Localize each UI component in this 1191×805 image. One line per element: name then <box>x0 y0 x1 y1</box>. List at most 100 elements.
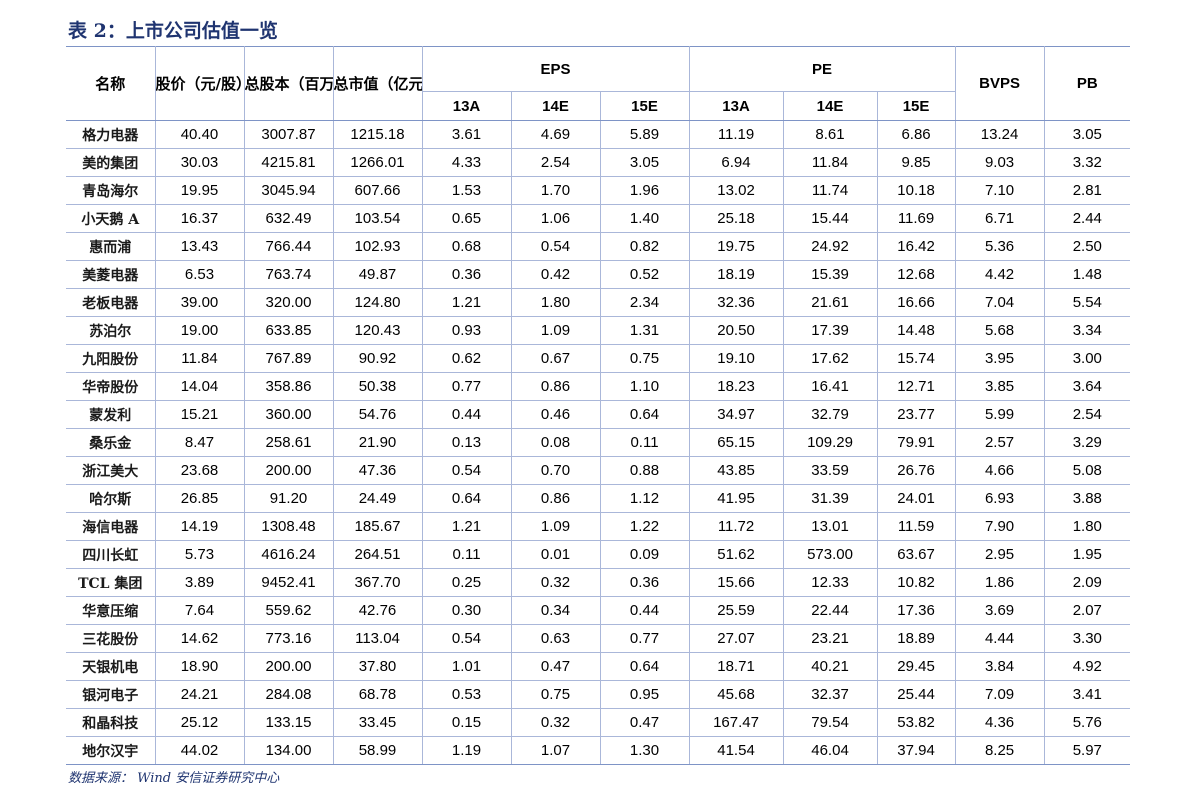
cell-eps-15e: 1.96 <box>600 176 690 205</box>
cell-total-shares: 766.44 <box>244 232 334 261</box>
cell-pe-13a: 13.02 <box>689 176 784 205</box>
cell-pe-13a: 41.95 <box>689 484 784 513</box>
cell-market-cap: 102.93 <box>333 232 423 261</box>
cell-pb: 3.41 <box>1044 680 1131 709</box>
cell-price: 16.37 <box>155 204 245 233</box>
table-row: 和晶科技 25.12 133.15 33.45 0.15 0.32 0.47 167.47 79… <box>66 708 1131 737</box>
cell-bvps: 5.68 <box>955 316 1045 345</box>
cell-price: 15.21 <box>155 400 245 429</box>
cell-pe-13a: 20.50 <box>689 316 784 345</box>
cell-eps-13a: 1.21 <box>422 512 512 541</box>
cell-eps-14e: 4.69 <box>511 120 601 149</box>
cell-total-shares: 4215.81 <box>244 148 334 177</box>
cell-eps-13a: 0.93 <box>422 316 512 345</box>
cell-eps-15e: 0.88 <box>600 456 690 485</box>
cell-pe-14e: 8.61 <box>783 120 878 149</box>
header-eps-14e: 14E <box>511 91 601 121</box>
cell-market-cap: 1266.01 <box>333 148 423 177</box>
cell-total-shares: 258.61 <box>244 428 334 457</box>
cell-total-shares: 763.74 <box>244 260 334 289</box>
cell-total-shares: 9452.41 <box>244 568 334 597</box>
cell-eps-14e: 0.08 <box>511 428 601 457</box>
cell-eps-13a: 0.53 <box>422 680 512 709</box>
cell-price: 11.84 <box>155 344 245 373</box>
cell-price: 24.21 <box>155 680 245 709</box>
cell-eps-13a: 0.25 <box>422 568 512 597</box>
cell-pe-15e: 18.89 <box>877 624 956 653</box>
cell-price: 44.02 <box>155 736 245 765</box>
cell-eps-13a: 0.54 <box>422 624 512 653</box>
cell-eps-14e: 1.07 <box>511 736 601 765</box>
cell-company-name: 地尔汉宇 <box>66 736 156 765</box>
cell-company-name: 格力电器 <box>66 120 156 149</box>
table-row: 海信电器 14.19 1308.48 185.67 1.21 1.09 1.22 11.72 1… <box>66 512 1131 541</box>
cell-total-shares: 767.89 <box>244 344 334 373</box>
cell-bvps: 2.57 <box>955 428 1045 457</box>
cell-pe-14e: 32.79 <box>783 400 878 429</box>
cell-total-shares: 134.00 <box>244 736 334 765</box>
cell-company-name: 哈尔斯 <box>66 484 156 513</box>
cell-pe-14e: 11.84 <box>783 148 878 177</box>
table-row: 桑乐金 8.47 258.61 21.90 0.13 0.08 0.11 65.15 109.2… <box>66 428 1131 457</box>
cell-pe-14e: 33.59 <box>783 456 878 485</box>
cell-bvps: 6.93 <box>955 484 1045 513</box>
cell-pb: 3.05 <box>1044 120 1131 149</box>
cell-total-shares: 4616.24 <box>244 540 334 569</box>
cell-eps-14e: 2.54 <box>511 148 601 177</box>
cell-total-shares: 320.00 <box>244 288 334 317</box>
cell-pe-13a: 41.54 <box>689 736 784 765</box>
cell-eps-15e: 0.77 <box>600 624 690 653</box>
header-name: 名称 <box>66 46 156 121</box>
cell-market-cap: 113.04 <box>333 624 423 653</box>
cell-price: 19.00 <box>155 316 245 345</box>
cell-eps-15e: 0.64 <box>600 400 690 429</box>
cell-price: 13.43 <box>155 232 245 261</box>
cell-company-name: 银河电子 <box>66 680 156 709</box>
cell-bvps: 7.10 <box>955 176 1045 205</box>
cell-eps-15e: 0.82 <box>600 232 690 261</box>
cell-eps-13a: 0.30 <box>422 596 512 625</box>
cell-pe-15e: 29.45 <box>877 652 956 681</box>
cell-eps-13a: 1.21 <box>422 288 512 317</box>
cell-market-cap: 1215.18 <box>333 120 423 149</box>
cell-pb: 3.30 <box>1044 624 1131 653</box>
cell-price: 18.90 <box>155 652 245 681</box>
cell-pe-15e: 11.59 <box>877 512 956 541</box>
header-eps: EPS <box>422 46 690 92</box>
cell-bvps: 7.04 <box>955 288 1045 317</box>
cell-pe-13a: 43.85 <box>689 456 784 485</box>
cell-eps-13a: 3.61 <box>422 120 512 149</box>
cell-eps-15e: 2.34 <box>600 288 690 317</box>
cell-bvps: 4.66 <box>955 456 1045 485</box>
cell-market-cap: 124.80 <box>333 288 423 317</box>
table-row: 九阳股份 11.84 767.89 90.92 0.62 0.67 0.75 19.10 17.… <box>66 344 1131 373</box>
cell-total-shares: 200.00 <box>244 456 334 485</box>
cell-company-name: 华帝股份 <box>66 372 156 401</box>
cell-pb: 5.76 <box>1044 708 1131 737</box>
header-market-cap: 总市值（亿元） <box>333 46 423 121</box>
cell-company-name: 小天鹅 A <box>66 204 156 233</box>
cell-pb: 1.48 <box>1044 260 1131 289</box>
cell-price: 14.04 <box>155 372 245 401</box>
cell-pe-14e: 17.62 <box>783 344 878 373</box>
cell-pe-14e: 15.39 <box>783 260 878 289</box>
cell-eps-15e: 3.05 <box>600 148 690 177</box>
table-row: 天银机电 18.90 200.00 37.80 1.01 0.47 0.64 18.71 40.… <box>66 652 1131 681</box>
cell-total-shares: 200.00 <box>244 652 334 681</box>
cell-company-name: 苏泊尔 <box>66 316 156 345</box>
cell-pe-14e: 40.21 <box>783 652 878 681</box>
cell-eps-13a: 0.44 <box>422 400 512 429</box>
cell-price: 39.00 <box>155 288 245 317</box>
header-pb: PB <box>1044 46 1131 121</box>
cell-company-name: 美的集团 <box>66 148 156 177</box>
cell-market-cap: 68.78 <box>333 680 423 709</box>
cell-pe-15e: 26.76 <box>877 456 956 485</box>
cell-eps-13a: 0.62 <box>422 344 512 373</box>
cell-market-cap: 21.90 <box>333 428 423 457</box>
cell-pe-13a: 18.23 <box>689 372 784 401</box>
cell-eps-13a: 0.15 <box>422 708 512 737</box>
cell-market-cap: 607.66 <box>333 176 423 205</box>
cell-pe-14e: 22.44 <box>783 596 878 625</box>
cell-eps-15e: 1.30 <box>600 736 690 765</box>
cell-pe-15e: 16.66 <box>877 288 956 317</box>
